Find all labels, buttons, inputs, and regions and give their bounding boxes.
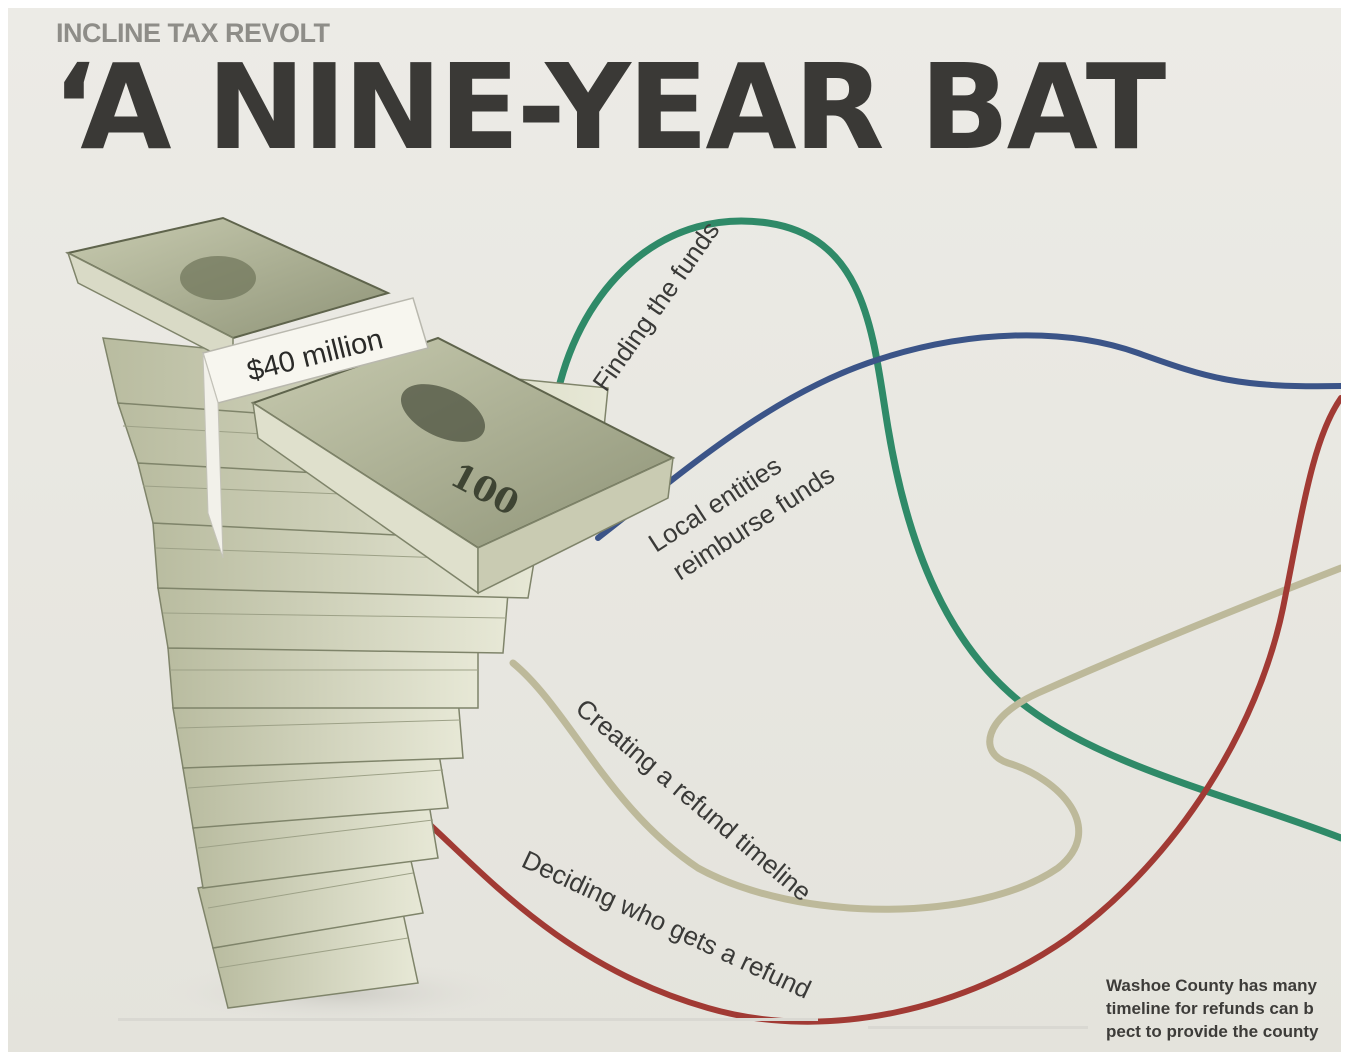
bill-seal-100: [400, 384, 486, 442]
bill-portrait: [180, 256, 256, 300]
label-refund-timeline: Creating a refund timeline: [570, 693, 817, 907]
headline: ‘A NINE-YEAR BAT: [52, 38, 1166, 176]
money-band-side: [202, 352, 224, 559]
bleed-through-rule: [118, 1018, 818, 1021]
caption-line: timeline for refunds can b: [1106, 999, 1314, 1018]
caption-line: Washoe County has many: [1106, 976, 1317, 995]
newspaper-page: INCLINE TAX REVOLT ‘A NINE-YEAR BAT: [8, 8, 1341, 1052]
caption-line: pect to provide the county: [1106, 1022, 1319, 1041]
curve-local-entities: [595, 332, 1341, 541]
curve-refund-timeline: [509, 564, 1341, 913]
top-bundle-front-end: [477, 456, 674, 595]
curve-who-gets-refund: [425, 395, 1341, 1025]
curve-finding-funds: [556, 217, 1341, 842]
section-kicker: INCLINE TAX REVOLT: [56, 18, 330, 48]
caption-text: Washoe County has many timeline for refu…: [1106, 974, 1341, 1043]
bleed-through-rule-2: [868, 1026, 1088, 1029]
money-stack-illustration: 100 $40 million Finding the funds Local …: [65, 216, 1341, 1028]
